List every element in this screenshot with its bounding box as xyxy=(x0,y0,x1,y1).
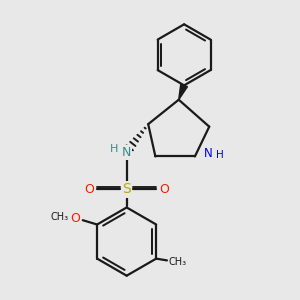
Text: CH₃: CH₃ xyxy=(51,212,69,222)
Text: O: O xyxy=(84,183,94,196)
Text: O: O xyxy=(159,183,169,196)
Text: N: N xyxy=(204,147,213,160)
Text: N: N xyxy=(122,146,131,159)
Text: H: H xyxy=(216,150,224,161)
Text: CH₃: CH₃ xyxy=(169,257,187,267)
Text: S: S xyxy=(122,182,131,197)
Text: O: O xyxy=(70,212,80,224)
Polygon shape xyxy=(179,84,188,100)
Text: H: H xyxy=(110,144,118,154)
